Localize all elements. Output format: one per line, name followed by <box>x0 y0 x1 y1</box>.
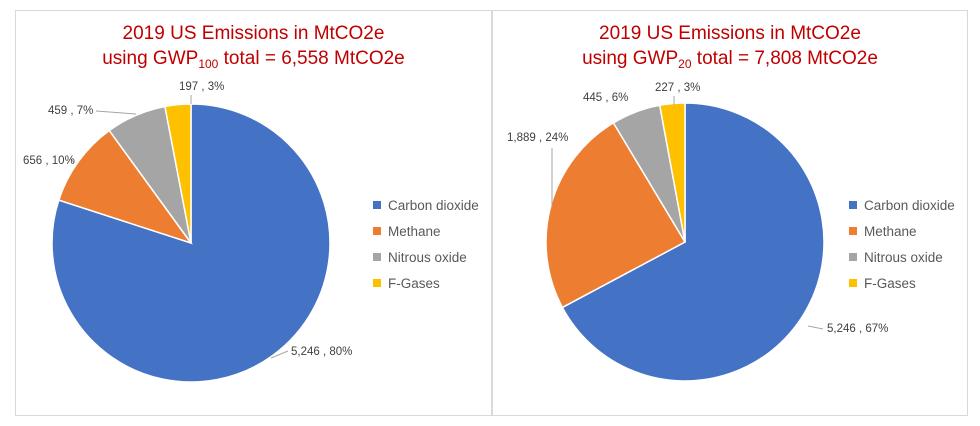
legend-swatch <box>849 227 857 235</box>
data-label: 656 , 10% <box>23 155 75 167</box>
leader-line <box>70 158 75 164</box>
chart-panel-gwp100: 2019 US Emissions in MtCO2e using GWP100… <box>15 10 492 416</box>
legend-swatch <box>373 227 381 235</box>
data-label: 1,889 , 24% <box>507 132 568 144</box>
legend-swatch <box>373 253 381 261</box>
legend-swatch <box>373 201 381 209</box>
pie-slice-f-gases <box>658 102 686 243</box>
data-label: 445 , 6% <box>583 92 628 104</box>
leader-line <box>95 110 137 115</box>
legend-entry: Methane <box>864 224 917 239</box>
data-label: 5,246 , 80% <box>291 346 352 358</box>
legend-swatch <box>849 253 857 261</box>
title-subscript: 20 <box>678 57 692 71</box>
legend-entry: Carbon dioxide <box>864 198 955 213</box>
title-prefix: using GWP <box>102 48 199 69</box>
title-line-2: using GWP100 total = 6,558 MtCO2e <box>16 46 491 71</box>
title-line-1: 2019 US Emissions in MtCO2e <box>599 23 861 44</box>
title-prefix: using GWP <box>582 48 679 69</box>
chart-title: 2019 US Emissions in MtCO2e using GWP100… <box>16 21 491 71</box>
legend-entry: F-Gases <box>388 276 440 291</box>
legend-entry: Carbon dioxide <box>388 198 479 213</box>
chart-panel-gwp20: 2019 US Emissions in MtCO2e using GWP20 … <box>492 10 968 416</box>
legend-entry: Nitrous oxide <box>388 250 467 265</box>
pie-slice-carbon-dioxide <box>561 102 825 382</box>
title-suffix: total = 7,808 MtCO2e <box>691 48 878 69</box>
legend-entry: Methane <box>388 224 441 239</box>
chart-title: 2019 US Emissions in MtCO2e using GWP20 … <box>493 21 967 71</box>
title-line-1: 2019 US Emissions in MtCO2e <box>122 23 385 44</box>
title-subscript: 100 <box>198 57 219 71</box>
legend-swatch <box>849 201 857 209</box>
legend-swatch <box>849 279 857 287</box>
pie-slice-methane <box>545 121 687 309</box>
leader-line <box>270 350 289 359</box>
data-label: 227 , 3% <box>655 82 700 94</box>
data-label: 5,246 , 67% <box>827 323 888 335</box>
legend-entry: Nitrous oxide <box>864 250 943 265</box>
title-line-2: using GWP20 total = 7,808 MtCO2e <box>493 46 967 71</box>
leader-line <box>807 325 824 330</box>
legend-entry: F-Gases <box>864 276 916 291</box>
data-label: 197 , 3% <box>179 81 224 93</box>
pie-slice-methane <box>57 129 193 245</box>
pie-chart: 5,246 , 80% 656 , 10% 459 , 7% 197 , 3% Carb… <box>23 81 479 383</box>
data-label: 459 , 7% <box>48 105 93 117</box>
pie-chart: 5,246 , 67% 1,889 , 24% 445 , 6% 227 , 3% Ca… <box>507 82 955 382</box>
title-suffix: total = 6,558 MtCO2e <box>218 48 405 69</box>
legend-swatch <box>373 279 381 287</box>
